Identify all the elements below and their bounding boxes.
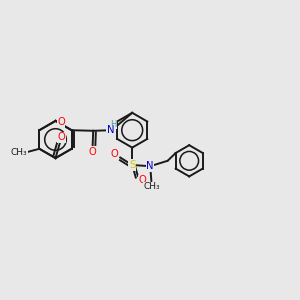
Text: H: H [110,120,116,129]
Text: CH₃: CH₃ [143,182,160,191]
Text: O: O [111,149,119,159]
Text: N: N [107,125,114,135]
Text: S: S [129,160,136,170]
Text: O: O [57,132,65,142]
Text: O: O [139,175,146,185]
Text: N: N [146,161,154,171]
Text: O: O [57,117,65,128]
Text: O: O [88,147,96,157]
Text: CH₃: CH₃ [11,148,28,157]
